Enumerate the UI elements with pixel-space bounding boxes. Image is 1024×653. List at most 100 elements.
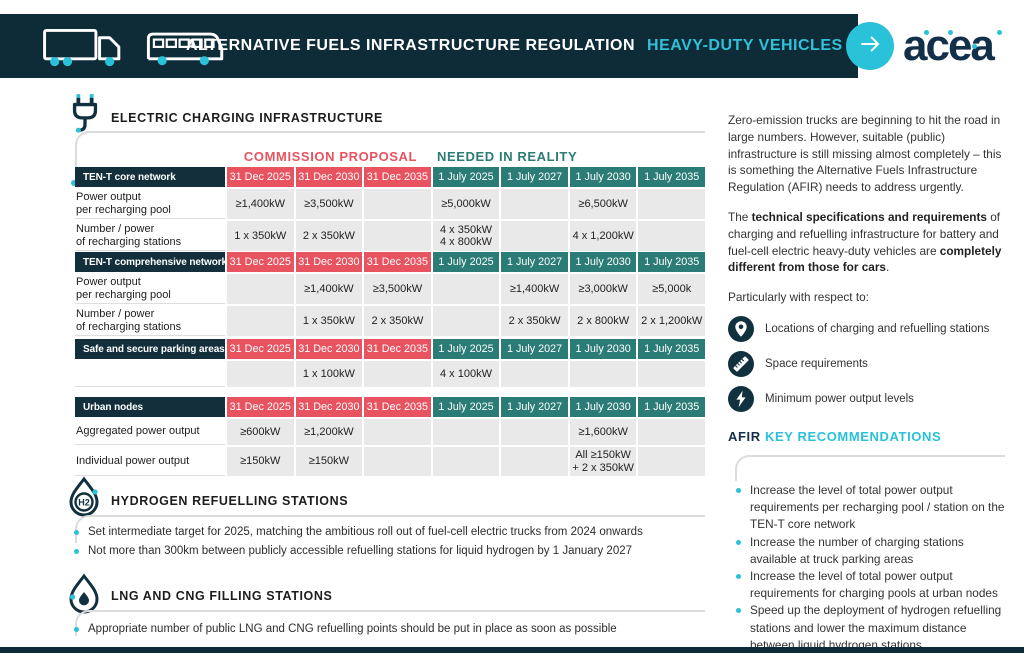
svg-text:H2: H2 (78, 498, 90, 508)
row-label: Individual power output (75, 447, 225, 476)
column-header: 1 July 2035 (638, 252, 705, 272)
afir-heading: AFIR KEY RECOMMENDATIONS (728, 429, 1008, 444)
feature-label: Space requirements (765, 357, 868, 370)
column-header: 1 July 2027 (501, 167, 568, 187)
table-cell (432, 419, 500, 445)
table-cell (364, 419, 431, 445)
text-segment-bold: completely different from those for cars (728, 243, 1002, 275)
bullet-item: Appropriate number of public LNG and CNG… (73, 620, 723, 639)
table-cell: 4 x 350kW 4 x 800kW (432, 221, 500, 251)
text-segment: . (885, 260, 890, 275)
electric-section-frame (75, 131, 705, 175)
electric-section-title: ELECTRIC CHARGING INFRASTRUCTURE (111, 111, 383, 125)
table-title: TEN-T comprehensive network (75, 252, 225, 272)
row-label: Power output per recharging pool (75, 189, 225, 219)
column-header: 1 July 2027 (501, 339, 568, 359)
table-title: TEN-T core network (75, 167, 225, 187)
table-cell (569, 361, 637, 387)
table-cell: ≥3,500kW (295, 189, 363, 219)
column-header: 31 Dec 2030 (295, 167, 363, 187)
bullet-item: Not more than 300km between publicly acc… (73, 542, 723, 561)
column-header: 1 July 2027 (501, 397, 568, 417)
table-cell: 2 x 350kW (364, 306, 431, 336)
table-cell (501, 189, 568, 219)
column-header: 1 July 2035 (638, 339, 705, 359)
text-segment: of charging and refuelling infrastructur… (728, 209, 1001, 258)
table-cell: ≥150kW (295, 447, 363, 476)
table-cell: ≥150kW (227, 447, 294, 476)
logo-dot (948, 30, 953, 35)
table-cell: 1 x 350kW (295, 306, 363, 336)
table-safe-secure-parking-areas: Safe and secure parking areas 31 Dec 202… (75, 339, 705, 387)
column-group-needed-in-reality: NEEDED IN REALITY (437, 149, 578, 164)
table-cell: 4 x 100kW (432, 361, 500, 387)
column-header: 31 Dec 2025 (227, 252, 294, 272)
row-label: Power output per recharging pool (75, 274, 225, 304)
sidebar: Zero-emission trucks are beginning to hi… (728, 112, 1008, 421)
lng-flame-icon (64, 573, 104, 622)
column-header: 31 Dec 2025 (227, 167, 294, 187)
table-cell (638, 189, 705, 219)
afir-section-frame (735, 455, 1005, 481)
truck-icon (40, 24, 128, 73)
feature-label: Locations of charging and refuelling sta… (765, 322, 990, 335)
hydrogen-bullet-list: Set intermediate target for 2025, matchi… (73, 523, 723, 561)
table-title: Safe and secure parking areas (75, 339, 225, 359)
arrow-right-icon (857, 31, 883, 62)
table-cell (364, 189, 431, 219)
column-header: 1 July 2030 (569, 339, 637, 359)
table-cell (364, 361, 431, 387)
text-segment: The (728, 209, 752, 224)
table-cell (364, 221, 431, 251)
table-cell: ≥1,200kW (295, 419, 363, 445)
table-cell (501, 361, 568, 387)
table-cell: ≥6,500kW (569, 189, 637, 219)
column-header: 1 July 2025 (432, 339, 500, 359)
header-bar: ALTERNATIVE FUELS INFRASTRUCTURE REGULAT… (0, 14, 858, 78)
table-cell: ≥5,000kW (432, 189, 500, 219)
column-header: 31 Dec 2035 (364, 397, 431, 417)
sidebar-paragraph-2: The technical specifications and require… (728, 209, 1008, 276)
afir-recommendation-list: Increase the level of total power output… (728, 482, 1008, 653)
table-cell (227, 306, 294, 336)
table-cell (638, 419, 705, 445)
table-ten-t-core-network: TEN-T core network 31 Dec 2025 31 Dec 20… (75, 167, 705, 251)
location-pin-icon (728, 315, 754, 342)
column-header: 1 July 2025 (432, 167, 500, 187)
page-title: ALTERNATIVE FUELS INFRASTRUCTURE REGULAT… (186, 37, 636, 54)
table-cell (501, 447, 568, 476)
sidebar-paragraph-1: Zero-emission trucks are beginning to hi… (728, 113, 1002, 195)
recommendation-item: Increase the level of total power output… (728, 482, 1008, 534)
table-cell (432, 274, 500, 304)
column-group-commission-proposal: COMMISSION PROPOSAL (243, 149, 418, 164)
column-header: 31 Dec 2030 (295, 252, 363, 272)
table-cell (638, 361, 705, 387)
arrow-circle-button[interactable] (846, 22, 894, 70)
recommendation-item: Increase the level of total power output… (728, 568, 1008, 602)
feature-label: Minimum power output levels (765, 392, 914, 405)
table-cell (227, 274, 294, 304)
table-cell: 2 x 350kW (295, 221, 363, 251)
bullet-item: Set intermediate target for 2025, matchi… (73, 523, 723, 542)
table-cell (638, 447, 705, 476)
recommendation-item: Speed up the deployment of hydrogen refu… (728, 602, 1008, 653)
logo-dot (924, 30, 929, 35)
column-header: 1 July 2035 (638, 397, 705, 417)
row-label: Number / power of recharging stations (75, 306, 225, 336)
column-header: 31 Dec 2035 (364, 167, 431, 187)
afir-heading-word2: KEY RECOMMENDATIONS (764, 429, 942, 444)
row-label (75, 361, 225, 387)
recommendation-item: Increase the number of charging stations… (728, 534, 1008, 568)
column-header: 31 Dec 2035 (364, 252, 431, 272)
column-header: 1 July 2027 (501, 252, 568, 272)
vehicle-icons (40, 24, 230, 73)
table-cell (432, 447, 500, 476)
table-cell (501, 221, 568, 251)
column-header: 31 Dec 2030 (295, 339, 363, 359)
column-header: 31 Dec 2025 (227, 397, 294, 417)
row-label: Number / power of recharging stations (75, 221, 225, 251)
table-cell (501, 419, 568, 445)
plug-icon (66, 92, 104, 143)
table-cell: 1 x 100kW (295, 361, 363, 387)
